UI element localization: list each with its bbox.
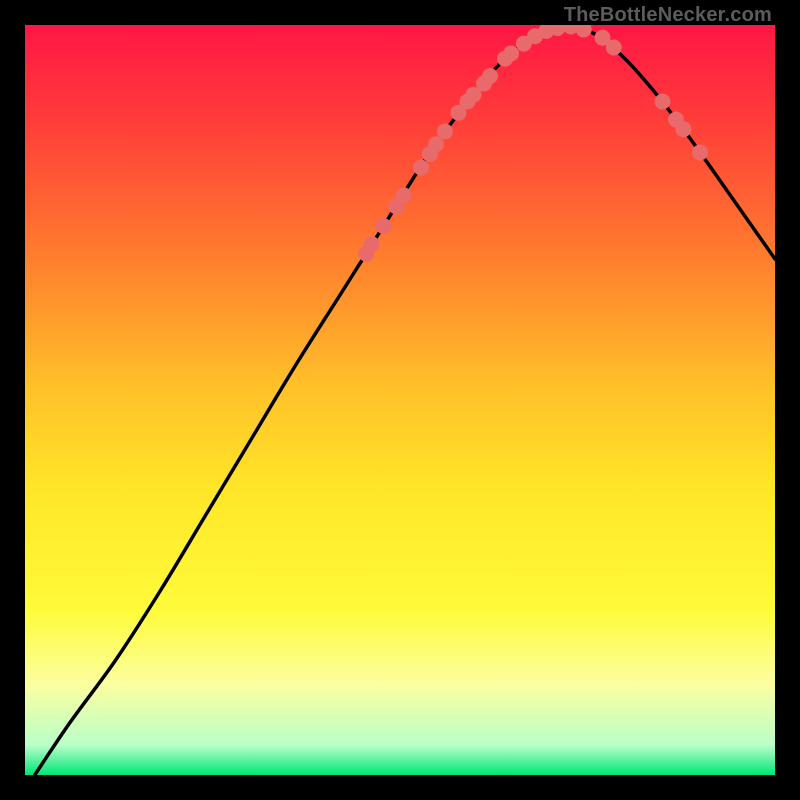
data-marker [364,236,380,252]
data-marker [655,94,671,110]
bottleneck-curve [35,26,775,775]
data-marker [606,40,622,56]
data-marker [576,25,592,38]
data-marker [437,124,453,140]
watermark-text: TheBottleNecker.com [564,4,772,27]
data-marker [413,160,429,176]
data-marker [692,145,708,161]
bottleneck-chart [25,25,775,775]
chart-overlay [25,25,775,775]
data-marker [503,46,519,62]
data-marker [376,218,392,234]
data-marker [676,121,692,137]
data-markers [358,25,708,262]
data-marker [396,187,412,203]
data-marker [482,68,498,84]
